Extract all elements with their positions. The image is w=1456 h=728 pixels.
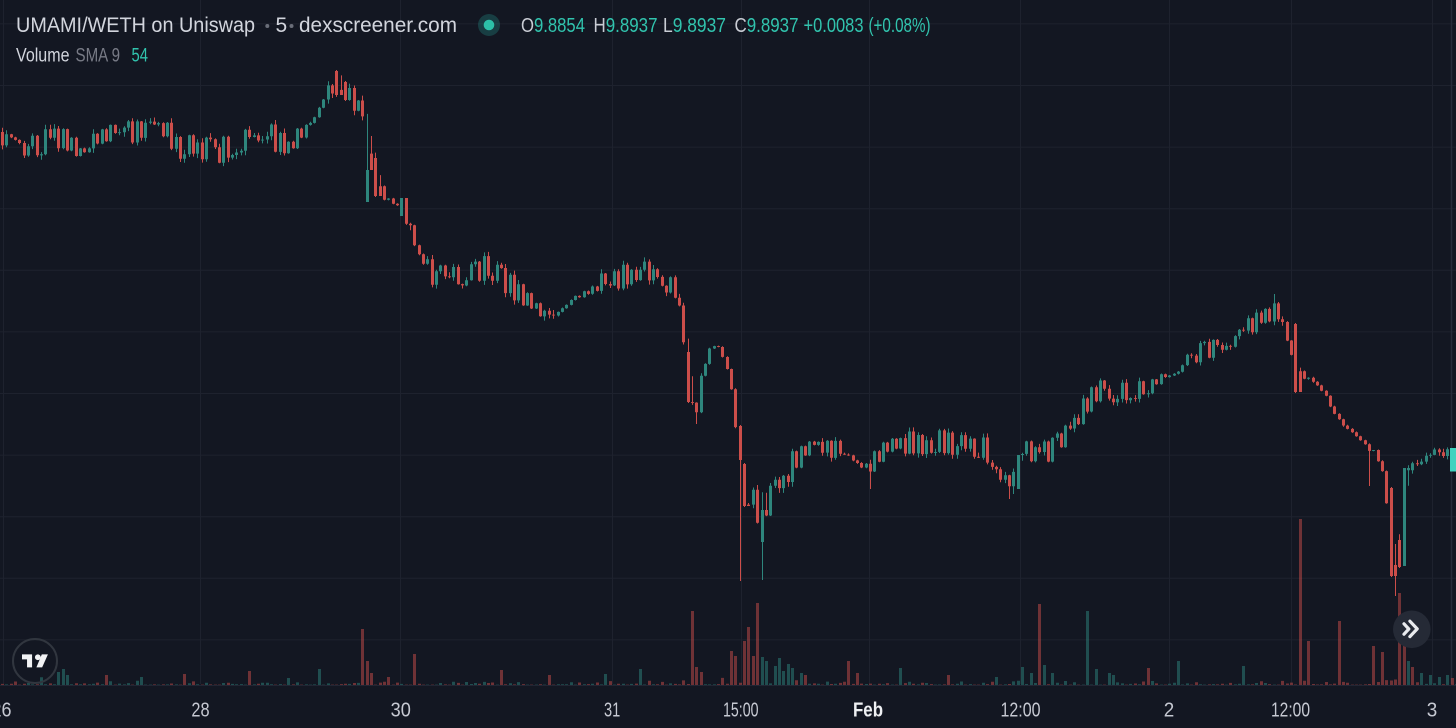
svg-text:31: 31 bbox=[604, 700, 620, 722]
svg-text:C9.8937: C9.8937 bbox=[735, 15, 799, 37]
svg-text:O9.8854: O9.8854 bbox=[521, 15, 585, 37]
svg-text:dexscreener.com: dexscreener.com bbox=[299, 14, 457, 37]
svg-text:30: 30 bbox=[391, 700, 411, 722]
svg-text:3: 3 bbox=[1427, 700, 1438, 722]
svg-text:5: 5 bbox=[276, 14, 288, 37]
svg-text:UMAMI/WETH on Uniswap: UMAMI/WETH on Uniswap bbox=[16, 14, 255, 37]
svg-text:12:00: 12:00 bbox=[1001, 700, 1041, 722]
svg-text:15:00: 15:00 bbox=[723, 700, 759, 722]
svg-text:12:00: 12:00 bbox=[1271, 700, 1310, 722]
svg-text:28: 28 bbox=[191, 700, 209, 722]
svg-text:+0.0083: +0.0083 bbox=[804, 15, 864, 37]
svg-text:26: 26 bbox=[0, 700, 12, 722]
svg-text:Feb: Feb bbox=[853, 700, 883, 722]
svg-text:Volume: Volume bbox=[16, 46, 70, 67]
svg-text:L9.8937: L9.8937 bbox=[663, 15, 726, 37]
svg-text:2: 2 bbox=[1164, 700, 1175, 722]
svg-text:H9.8937: H9.8937 bbox=[594, 15, 658, 37]
svg-text:SMA 9: SMA 9 bbox=[76, 46, 121, 67]
svg-text:54: 54 bbox=[132, 46, 149, 67]
svg-text:(+0.08%): (+0.08%) bbox=[869, 15, 931, 37]
